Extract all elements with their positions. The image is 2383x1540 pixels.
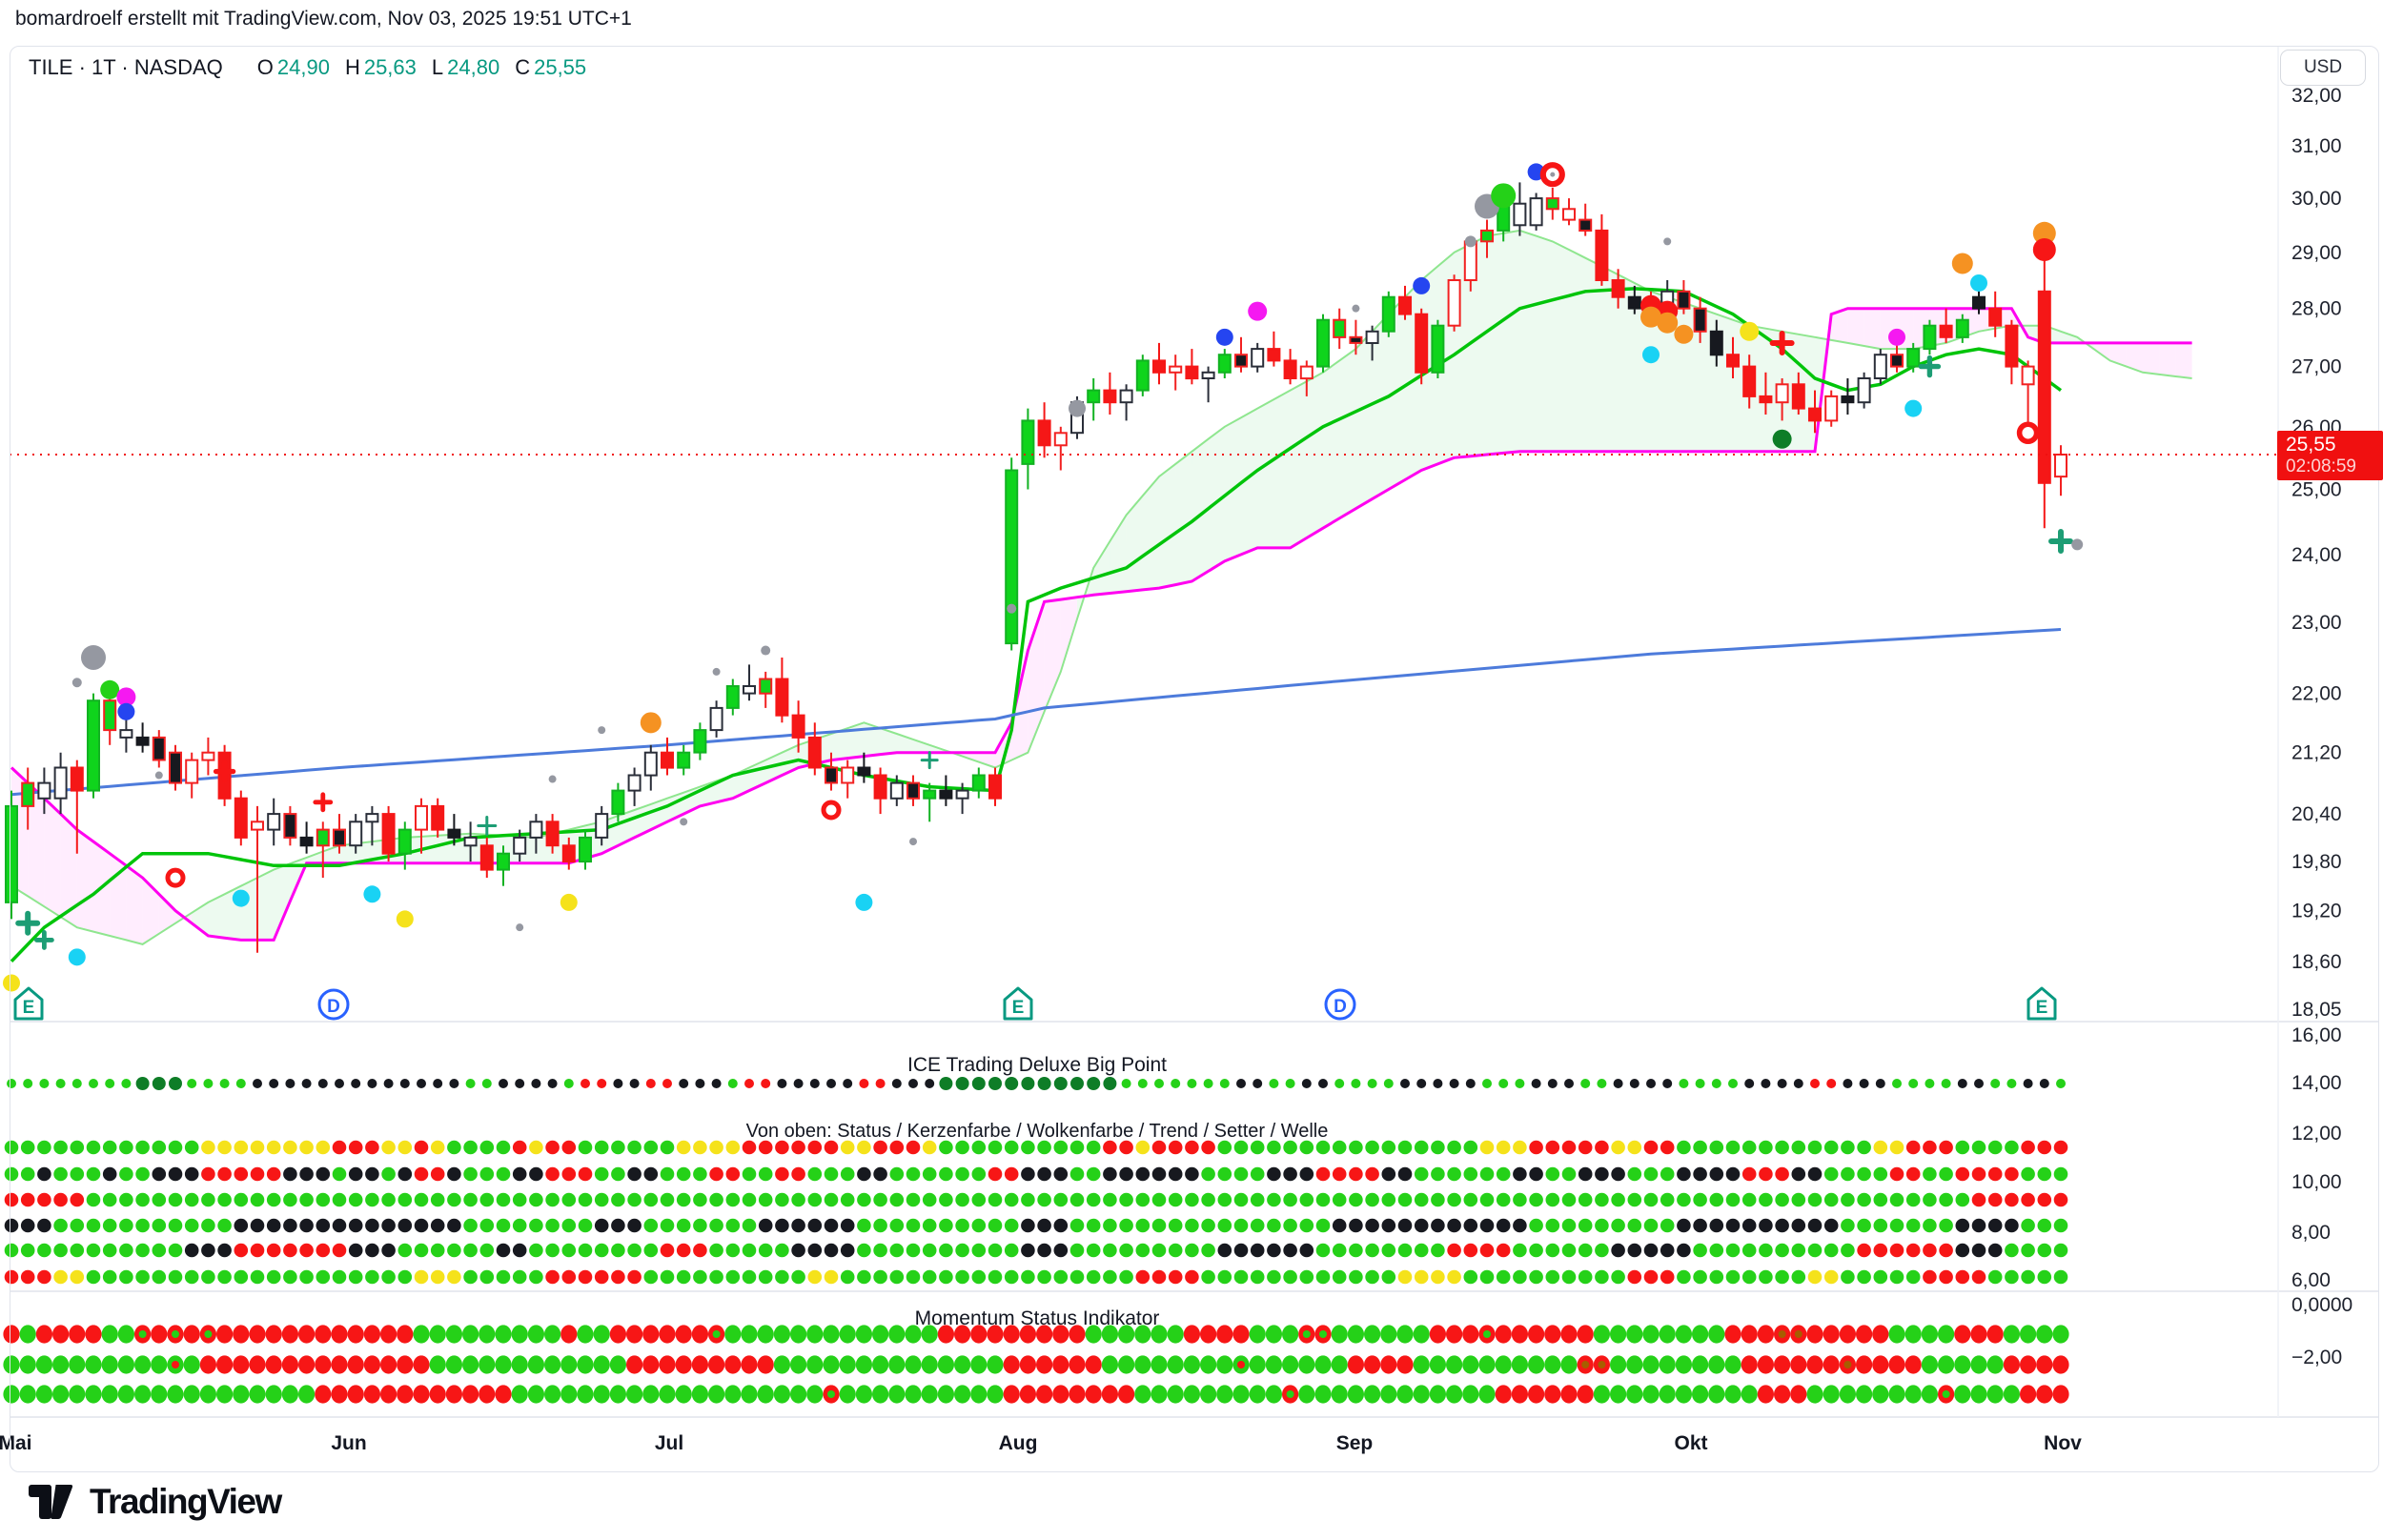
indicator-dot-rows: [3, 1077, 2069, 1404]
month-label: Aug: [999, 1432, 1038, 1454]
tradingview-logo[interactable]: TradingView: [27, 1481, 282, 1523]
current-price-value: 25,55: [2286, 434, 2336, 456]
month-label: Nov: [2044, 1432, 2082, 1454]
svg-text:29,00: 29,00: [2291, 242, 2342, 264]
ohlc-close-label: C: [515, 55, 531, 79]
ice-pane-subtitle: Von oben: Status / Kerzenfarbe / Wolkenf…: [745, 1121, 1329, 1142]
kijun-line: [10, 287, 2063, 963]
price-axis[interactable]: 32,0031,0030,0029,0028,0027,0026,0025,00…: [2291, 85, 2352, 1368]
svg-text:E: E: [1012, 998, 1025, 1018]
svg-text:D: D: [327, 997, 340, 1017]
svg-text:E: E: [2036, 998, 2048, 1018]
bar-close-countdown: 02:08:59: [2286, 456, 2356, 477]
ohlc-high-value: 25,63: [363, 55, 417, 79]
currency-toggle-button[interactable]: USD: [2280, 50, 2366, 86]
month-label: Okt: [1674, 1432, 1707, 1454]
tradingview-logo-icon: [29, 1485, 73, 1519]
svg-text:31,00: 31,00: [2291, 135, 2342, 157]
time-axis[interactable]: Mai Jun Jul Aug Sep Okt Nov: [0, 1432, 2082, 1454]
svg-text:19,80: 19,80: [2291, 851, 2342, 873]
svg-text:18,60: 18,60: [2291, 951, 2342, 973]
earnings-badge[interactable]: E: [1003, 986, 1033, 1021]
senkou-b-line: [10, 307, 2192, 942]
dividend-badge[interactable]: D: [317, 988, 350, 1021]
ohlc-open-value: 24,90: [276, 55, 330, 79]
ohlc-close-value: 25,55: [534, 55, 587, 79]
svg-text:E: E: [23, 998, 35, 1018]
svg-text:24,00: 24,00: [2291, 544, 2342, 566]
current-price-tag: 25,55 02:08:59: [2277, 431, 2383, 480]
moving-average-line: [10, 628, 2062, 797]
month-label: Jun: [331, 1432, 366, 1454]
svg-text:−2,00: −2,00: [2291, 1347, 2342, 1368]
svg-text:28,00: 28,00: [2291, 298, 2342, 320]
svg-text:22,00: 22,00: [2291, 683, 2342, 705]
tradingview-logo-text: TradingView: [90, 1482, 282, 1521]
svg-text:30,00: 30,00: [2291, 188, 2342, 210]
month-label: Jul: [655, 1432, 683, 1454]
earnings-badge[interactable]: E: [13, 986, 44, 1021]
signal-markers: [3, 162, 2084, 992]
dividend-badge[interactable]: D: [1324, 988, 1356, 1021]
attribution-text: bomardroelf erstellt mit TradingView.com…: [15, 8, 632, 30]
month-label: Sep: [1336, 1432, 1374, 1454]
ohlc-low-label: L: [431, 55, 444, 79]
svg-text:18,05: 18,05: [2291, 999, 2342, 1021]
ohlc-low-value: 24,80: [447, 55, 500, 79]
ohlc-high-label: H: [344, 55, 360, 79]
svg-text:20,40: 20,40: [2291, 803, 2342, 825]
svg-text:14,00: 14,00: [2291, 1072, 2342, 1094]
svg-text:16,00: 16,00: [2291, 1024, 2342, 1046]
svg-text:0,0000: 0,0000: [2291, 1294, 2352, 1316]
svg-text:23,00: 23,00: [2291, 612, 2342, 634]
earnings-badge[interactable]: E: [2027, 986, 2057, 1021]
ohlc-open-label: O: [256, 55, 274, 79]
svg-text:12,00: 12,00: [2291, 1123, 2342, 1145]
svg-text:27,00: 27,00: [2291, 356, 2342, 378]
candlestick-series: [5, 182, 2067, 953]
svg-text:21,20: 21,20: [2291, 742, 2342, 764]
ice-pane-title: ICE Trading Deluxe Big Point: [907, 1054, 1167, 1076]
svg-text:10,00: 10,00: [2291, 1171, 2342, 1193]
svg-text:19,20: 19,20: [2291, 901, 2342, 922]
svg-text:D: D: [1334, 997, 1347, 1017]
symbol-title[interactable]: TILE · 1T · NASDAQ: [29, 55, 223, 79]
svg-text:32,00: 32,00: [2291, 85, 2342, 107]
momentum-pane-title: Momentum Status Indikator: [914, 1307, 1160, 1329]
month-label: Mai: [0, 1432, 32, 1454]
svg-text:6,00: 6,00: [2291, 1269, 2331, 1291]
svg-text:25,00: 25,00: [2291, 478, 2342, 500]
symbol-info-row[interactable]: TILE · 1T · NASDAQ O 24,90 H 25,63 L 24,80 C 25,…: [29, 55, 586, 80]
svg-text:8,00: 8,00: [2291, 1222, 2331, 1244]
